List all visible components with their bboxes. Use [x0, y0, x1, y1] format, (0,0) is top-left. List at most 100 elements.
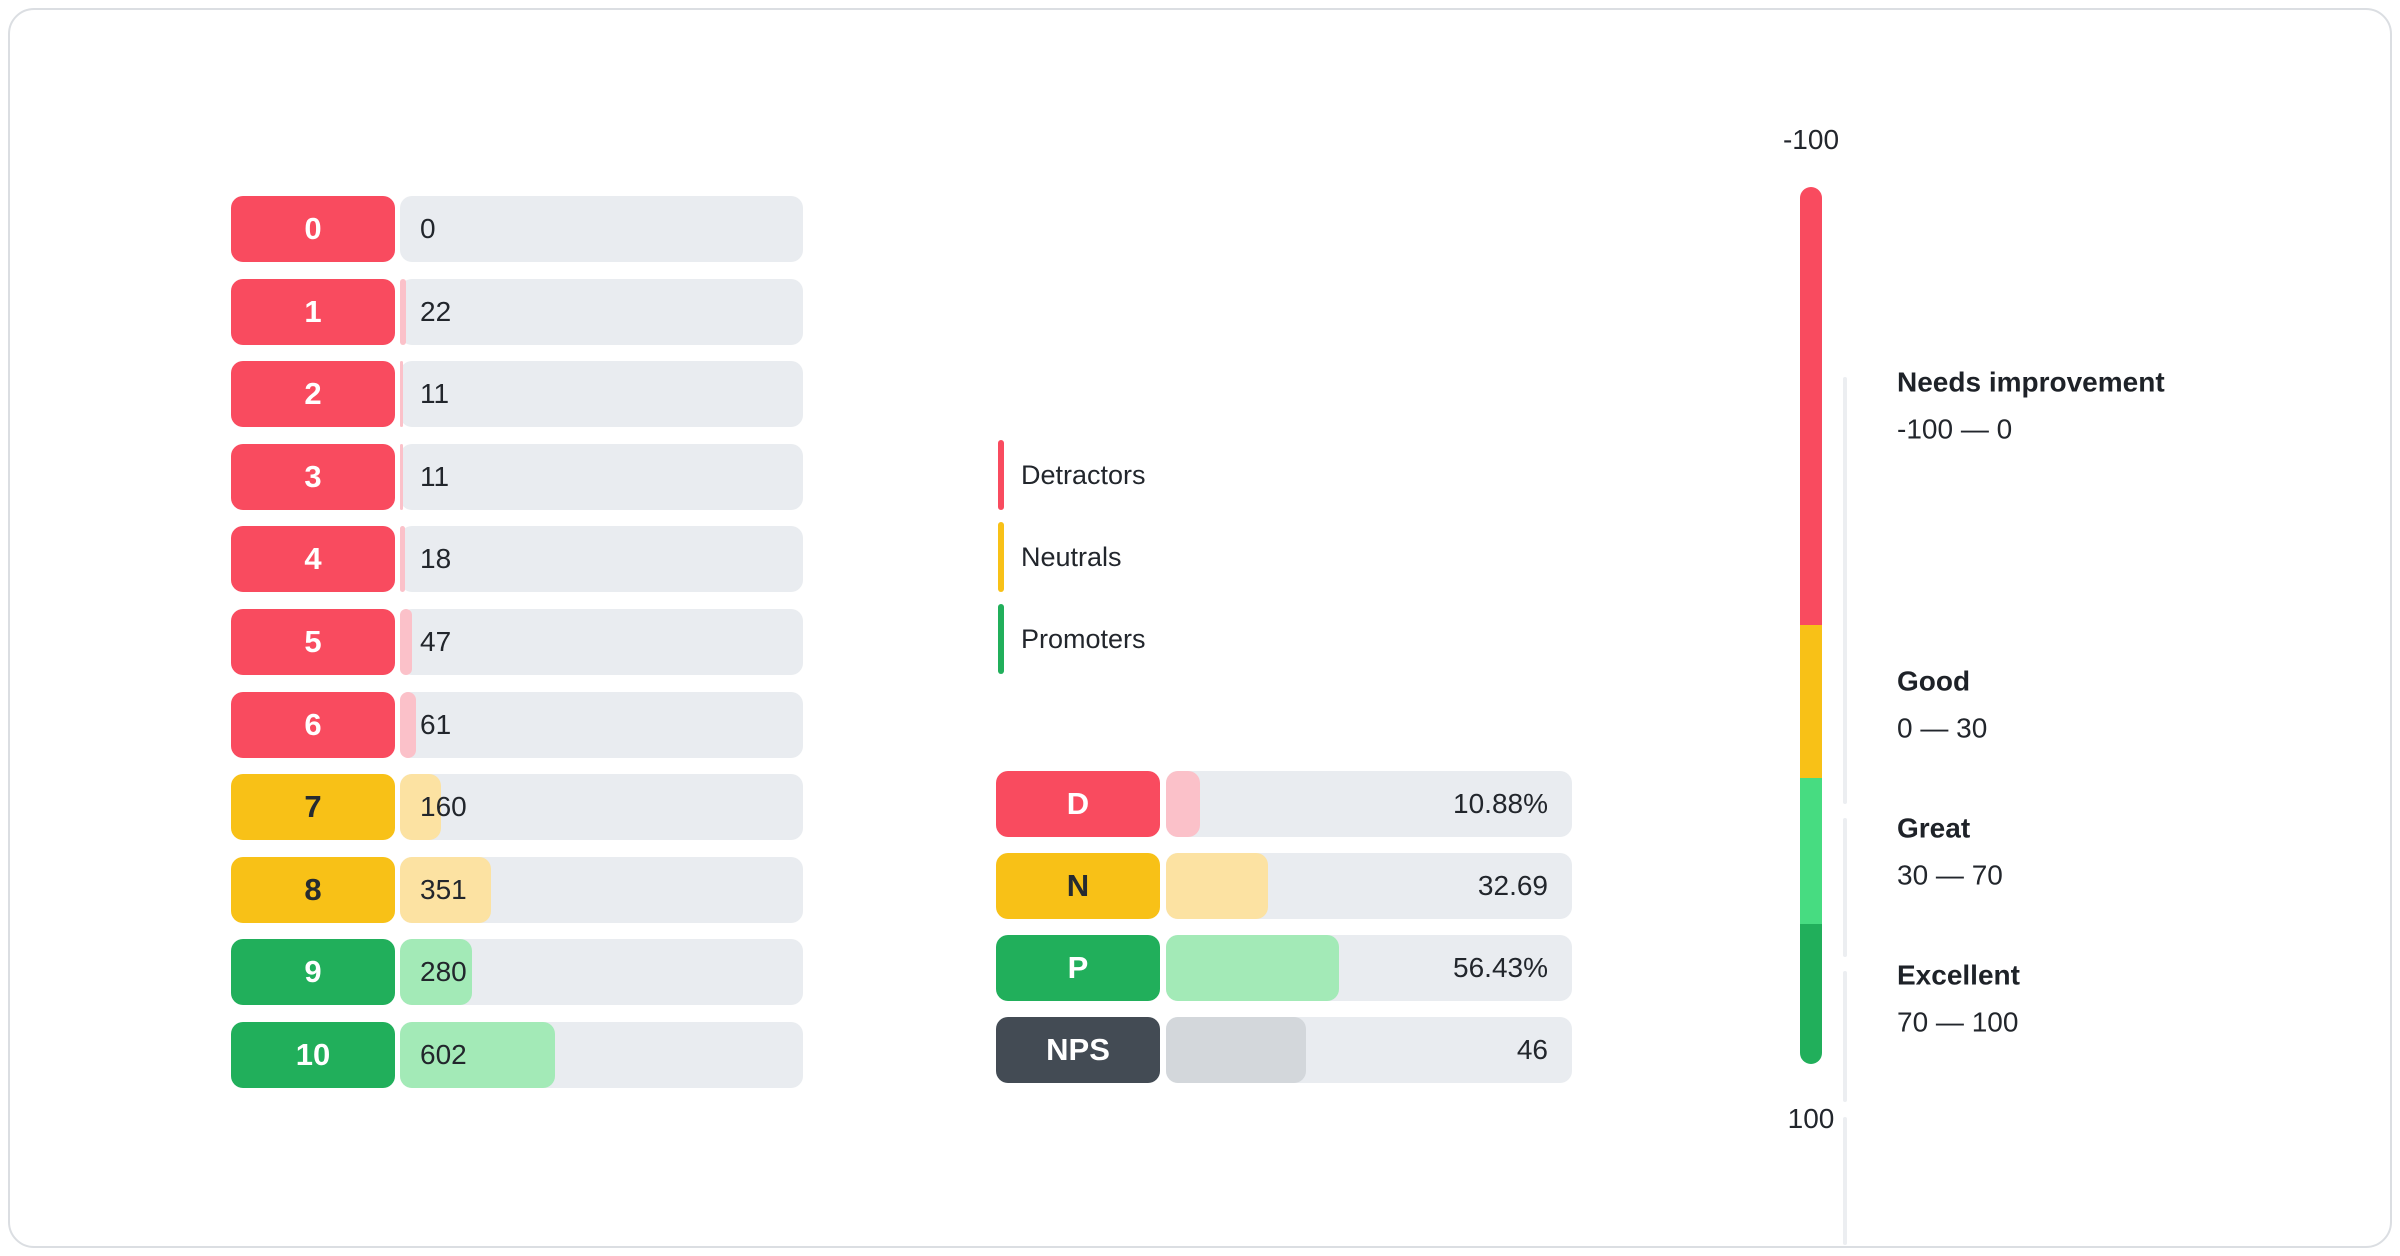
- summary-value: 10.88%: [1453, 788, 1548, 819]
- summary-bar-track: 32.69: [1166, 853, 1572, 919]
- score-bar-fill: [400, 774, 442, 841]
- neutral-color-tick: [998, 522, 1004, 592]
- score-chip-label: 9: [304, 954, 322, 990]
- summary-row-promoters[interactable]: P 56.43%: [996, 935, 1572, 1001]
- score-distribution-chart: 0 0 1 22 2 11 3 11: [231, 196, 803, 1088]
- score-row-3[interactable]: 3 11: [231, 443, 803, 510]
- score-chip-label: 1: [304, 293, 322, 329]
- summary-chip-nps: NPS: [996, 1017, 1160, 1083]
- zone-range: 70 — 100: [1897, 1006, 2019, 1038]
- score-bar-fill: [400, 1021, 556, 1088]
- score-row-5[interactable]: 5 47: [231, 608, 803, 675]
- score-count: 0: [420, 213, 436, 244]
- legend-item-promoters[interactable]: Promoters: [998, 604, 1146, 674]
- score-row-9[interactable]: 9 280: [231, 939, 803, 1006]
- score-chip-6: 6: [231, 691, 395, 758]
- summary-row-nps[interactable]: NPS 46: [996, 1017, 1572, 1083]
- legend-item-detractors[interactable]: Detractors: [998, 440, 1146, 510]
- score-count: 160: [420, 791, 467, 823]
- score-count: 602: [420, 1038, 467, 1070]
- score-count: 11: [420, 460, 450, 492]
- summary-bar-fill: [1166, 771, 1201, 837]
- score-bar-fill: [400, 691, 416, 758]
- score-bar-track: 11: [400, 361, 803, 428]
- legend: Detractors Neutrals Promoters: [998, 440, 1146, 674]
- legend-label: Detractors: [1021, 459, 1146, 490]
- score-chip-label: 4: [304, 541, 322, 577]
- score-chip-9: 9: [231, 939, 395, 1006]
- summary-bar-fill: [1166, 853, 1269, 919]
- score-row-6[interactable]: 6 61: [231, 691, 803, 758]
- score-bar-track: 280: [400, 939, 803, 1006]
- gauge-zone-great: [1800, 778, 1822, 924]
- summary-value: 46: [1516, 1034, 1548, 1065]
- summary-bar-track: 56.43%: [1166, 935, 1572, 1001]
- score-chip-10: 10: [231, 1021, 395, 1088]
- score-count: 47: [420, 625, 452, 657]
- zone-title: Great: [1897, 812, 1971, 844]
- score-chip-label: 6: [304, 706, 322, 742]
- score-bar-track: 0: [400, 196, 803, 262]
- score-chip-label: 7: [304, 789, 322, 825]
- score-count: 18: [420, 543, 452, 575]
- summary-chip-label: P: [1067, 950, 1089, 985]
- summary-row-neutrals[interactable]: N 32.69: [996, 853, 1572, 919]
- zone-range: -100 — 0: [1897, 413, 2013, 445]
- score-bar-fill: [400, 939, 473, 1006]
- score-count: 11: [420, 378, 450, 410]
- score-row-0[interactable]: 0 0: [231, 196, 803, 262]
- zone-range: 30 — 70: [1897, 859, 2003, 891]
- score-bar-fill: [400, 526, 405, 593]
- gauge-zone-label-excellent: Excellent 70 — 100: [1897, 959, 2020, 1040]
- summary-bar-fill: [1166, 935, 1339, 1001]
- gauge-zone-needs-improvement: [1800, 187, 1822, 625]
- summary-chip-p: P: [996, 935, 1160, 1001]
- gauge-zone-excellent: [1800, 923, 1822, 1064]
- summary-bar-track: 46: [1166, 1017, 1572, 1083]
- score-chip-4: 4: [231, 526, 395, 593]
- summary-chip-label: D: [1066, 786, 1090, 821]
- score-chip-label: 8: [304, 871, 322, 907]
- score-chip-2: 2: [231, 361, 395, 428]
- gauge-zone-label-good: Good 0 — 30: [1897, 665, 1987, 746]
- zone-title: Excellent: [1897, 959, 2020, 991]
- legend-item-neutrals[interactable]: Neutrals: [998, 522, 1146, 592]
- score-bar-track: 602: [400, 1021, 803, 1088]
- score-row-4[interactable]: 4 18: [231, 526, 803, 593]
- score-bar-track: 47: [400, 608, 803, 675]
- score-chip-label: 10: [295, 1036, 331, 1072]
- score-bar-track: 160: [400, 774, 803, 841]
- gauge-axis-segment: [1843, 971, 1847, 1102]
- score-bar-track: 351: [400, 856, 803, 923]
- score-row-10[interactable]: 10 602: [231, 1021, 803, 1088]
- score-row-1[interactable]: 1 22: [231, 278, 803, 345]
- legend-label: Promoters: [1021, 623, 1146, 654]
- score-chip-label: 0: [304, 211, 322, 246]
- promoter-color-tick: [998, 604, 1004, 674]
- summary-bar-fill: [1166, 1017, 1307, 1083]
- score-bar-fill: [400, 361, 403, 428]
- gauge-zone-label-needs-improvement: Needs improvement -100 — 0: [1897, 366, 2165, 447]
- score-count: 351: [420, 873, 467, 905]
- score-row-2[interactable]: 2 11: [231, 361, 803, 428]
- score-chip-1: 1: [231, 278, 395, 345]
- score-bar-fill: [400, 856, 491, 923]
- zone-range: 0 — 30: [1897, 712, 1988, 744]
- gauge-axis-segment: [1843, 377, 1847, 804]
- score-bar-track: 18: [400, 526, 803, 593]
- summary-chip-label: N: [1066, 868, 1090, 903]
- summary-value: 32.69: [1477, 870, 1548, 901]
- score-bar-track: 22: [400, 278, 803, 345]
- summary-row-detractors[interactable]: D 10.88%: [996, 771, 1572, 837]
- score-count: 61: [420, 708, 452, 740]
- score-row-8[interactable]: 8 351: [231, 856, 803, 923]
- summary-chip-label: NPS: [1046, 1032, 1110, 1067]
- nps-summary-chart: D 10.88% N 32.69 P 56.43% NPS 46: [996, 771, 1572, 1083]
- score-chip-label: 5: [304, 623, 322, 659]
- summary-bar-track: 10.88%: [1166, 771, 1572, 837]
- gauge-axis-segment: [1843, 818, 1847, 957]
- score-row-7[interactable]: 7 160: [231, 774, 803, 841]
- score-bar-track: 61: [400, 691, 803, 758]
- gauge-max-label: -100: [1782, 124, 1840, 155]
